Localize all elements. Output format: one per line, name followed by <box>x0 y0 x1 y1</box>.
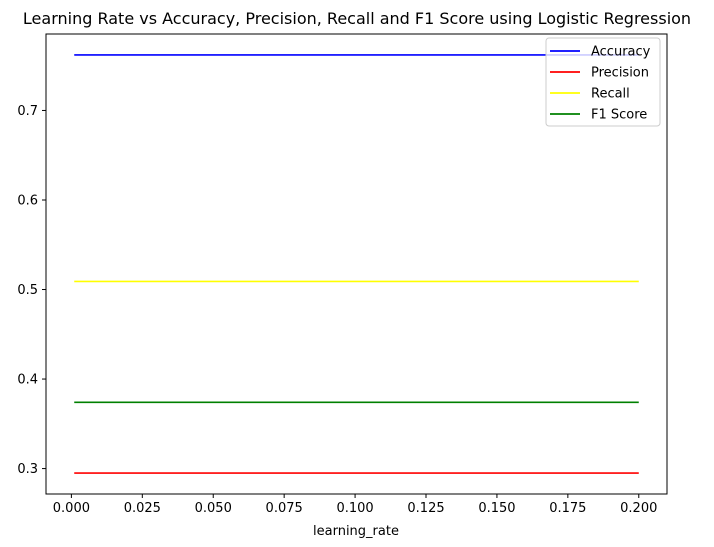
x-tick-label: 0.075 <box>266 501 303 516</box>
x-tick-label: 0.050 <box>195 501 232 516</box>
chart-title: Learning Rate vs Accuracy, Precision, Re… <box>23 9 691 28</box>
legend-label-recall: Recall <box>591 87 630 102</box>
legend-label-f1-score: F1 Score <box>591 108 647 123</box>
legend-items: Accuracy Precision Recall F1 Score <box>550 45 651 123</box>
legend-label-accuracy: Accuracy <box>591 45 651 60</box>
legend-label-precision: Precision <box>591 66 649 81</box>
x-axis-label: learning_rate <box>313 524 399 539</box>
y-axis-ticks: 0.3 0.4 0.5 0.6 0.7 <box>17 104 46 477</box>
x-tick-label: 0.175 <box>549 501 586 516</box>
y-tick-label: 0.7 <box>17 104 38 119</box>
series-layer <box>74 54 639 474</box>
y-tick-label: 0.6 <box>17 193 38 208</box>
y-tick-label: 0.5 <box>17 283 38 298</box>
x-tick-label: 0.125 <box>407 501 444 516</box>
x-tick-label: 0.025 <box>124 501 161 516</box>
x-tick-label: 0.200 <box>620 501 657 516</box>
x-tick-label: 0.100 <box>336 501 373 516</box>
y-tick-label: 0.3 <box>17 462 38 477</box>
x-tick-label: 0.150 <box>478 501 515 516</box>
y-tick-label: 0.4 <box>17 373 38 388</box>
x-tick-label: 0.000 <box>53 501 90 516</box>
legend-box <box>545 37 661 127</box>
legend: Accuracy Precision Recall F1 Score <box>545 37 661 127</box>
x-axis-ticks: 0.000 0.025 0.050 0.075 0.100 0.125 0.150 0.175… <box>53 494 657 516</box>
